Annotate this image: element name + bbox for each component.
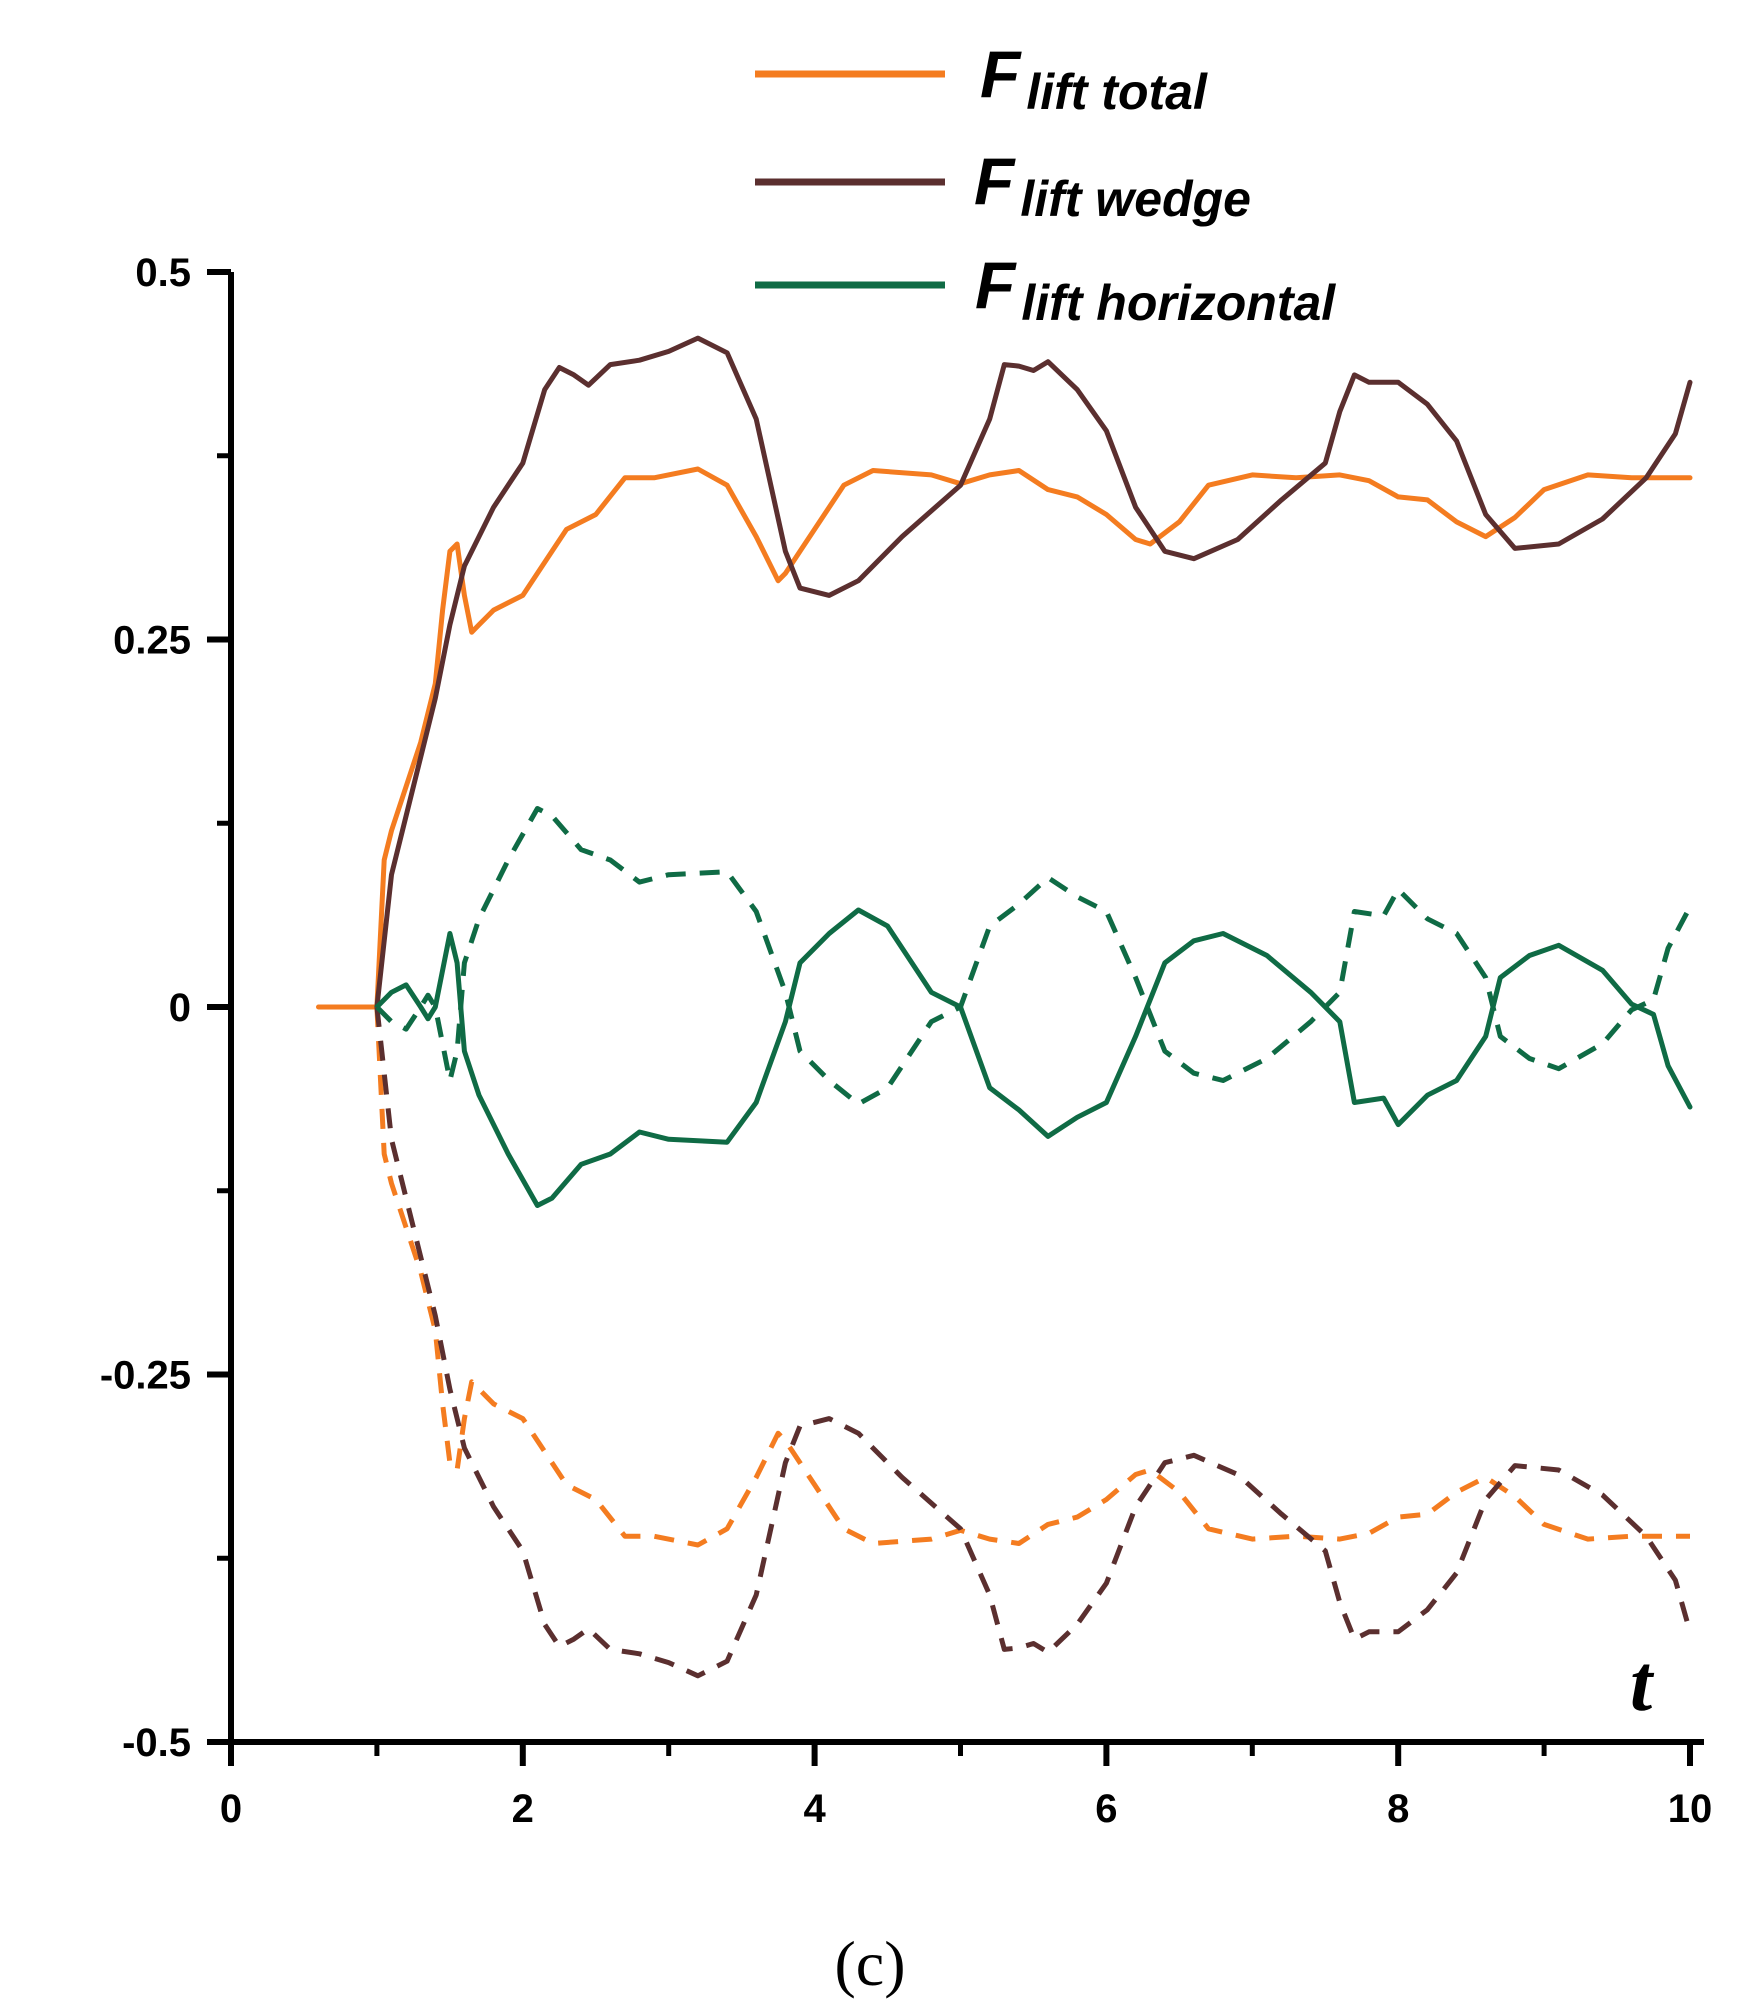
series-f-lift-total-negative xyxy=(374,1006,1690,1548)
ticks: 0 2 4 6 8 10 -0.5 -0.25 0 0.25 0.5 xyxy=(100,251,1712,1831)
x-tick-label-6: 6 xyxy=(1095,1787,1117,1831)
y-tick-label-0.5: 0.5 xyxy=(135,251,191,295)
x-tick-label-0: 0 xyxy=(220,1787,242,1831)
x-axis-label: t xyxy=(1630,1640,1655,1728)
y-tick-label-0: 0 xyxy=(169,986,191,1030)
legend-main-total: F xyxy=(980,37,1022,111)
y-tick-label--0.25: -0.25 xyxy=(100,1354,191,1398)
y-tick-label--0.5: -0.5 xyxy=(122,1721,191,1765)
series-f-lift-wedge xyxy=(374,335,1693,1010)
legend-sub-horizontal: lift horizontal xyxy=(1021,275,1336,331)
figure-caption: (c) xyxy=(834,1928,905,1999)
series-f-lift-total xyxy=(316,466,1693,1010)
y-tick-label-0.25: 0.25 xyxy=(113,619,191,663)
x-tick-label-8: 8 xyxy=(1387,1787,1409,1831)
x-tick-label-2: 2 xyxy=(512,1787,534,1831)
legend-main-wedge: F xyxy=(974,144,1016,218)
series-layer xyxy=(316,335,1693,1679)
x-tick-label-10: 10 xyxy=(1668,1787,1713,1831)
axes xyxy=(228,272,1704,1745)
legend-main-horizontal: F xyxy=(975,248,1017,322)
series-f-lift-horizontal xyxy=(374,907,1693,1208)
legend-sub-wedge: lift wedge xyxy=(1020,171,1251,227)
series-f-lift-wedge-negative xyxy=(374,1006,1693,1679)
series-f-lift-horizontal-negative xyxy=(375,806,1693,1107)
legend-sub-total: lift total xyxy=(1026,64,1208,120)
x-tick-label-4: 4 xyxy=(803,1787,826,1831)
